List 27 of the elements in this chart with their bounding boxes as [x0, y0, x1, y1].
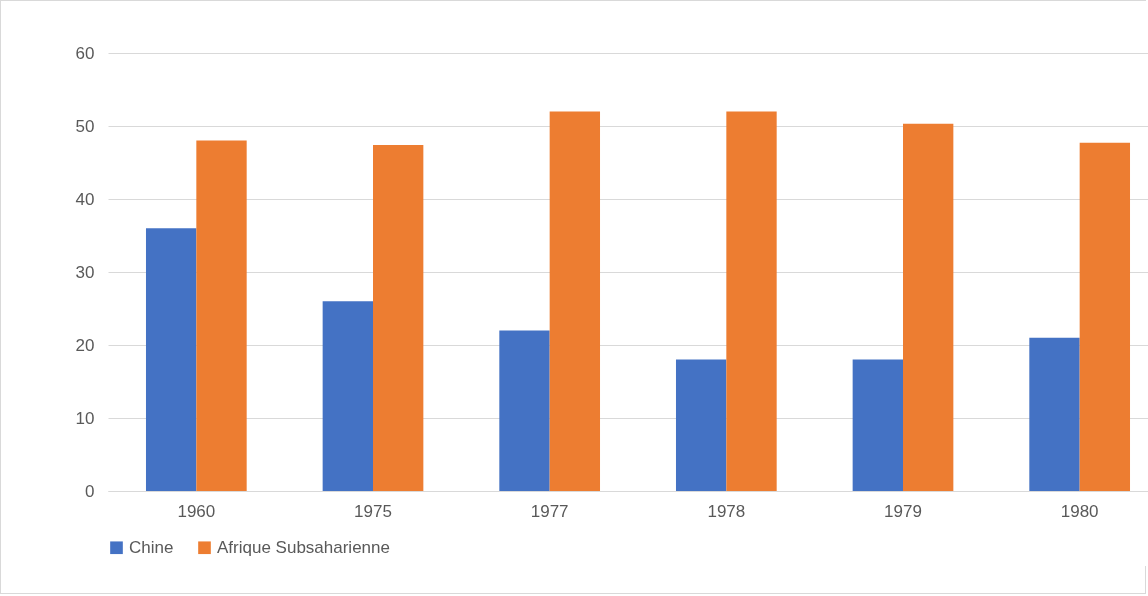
bar [726, 111, 777, 491]
bar [373, 144, 424, 491]
x-tick-label: 1978 [707, 501, 746, 521]
bar [675, 359, 727, 491]
y-tick-label: 60 [75, 43, 95, 63]
x-tick-label: 1975 [354, 501, 392, 521]
bar [903, 123, 954, 491]
bar [852, 359, 903, 491]
x-tick-label: 1960 [177, 501, 216, 521]
y-tick-label: 10 [75, 408, 95, 428]
y-tick-label: 20 [75, 335, 95, 355]
legend-label: Afrique Subsaharienne [217, 537, 390, 557]
bar [499, 330, 550, 491]
bar [1029, 337, 1080, 491]
x-tick-label: 1980 [1060, 501, 1099, 521]
x-tick-label: 1979 [884, 501, 922, 521]
x-tick-label: 1977 [530, 501, 569, 521]
y-tick-label: 40 [75, 189, 95, 209]
bar [145, 228, 197, 491]
bar [549, 111, 601, 491]
y-tick-label: 50 [75, 116, 95, 136]
legend-label: Chine [129, 537, 174, 557]
bar [1079, 142, 1131, 491]
bar [196, 140, 247, 491]
y-tick-label: 30 [75, 262, 95, 282]
y-tick-label: 0 [85, 481, 95, 501]
bar [322, 301, 373, 491]
